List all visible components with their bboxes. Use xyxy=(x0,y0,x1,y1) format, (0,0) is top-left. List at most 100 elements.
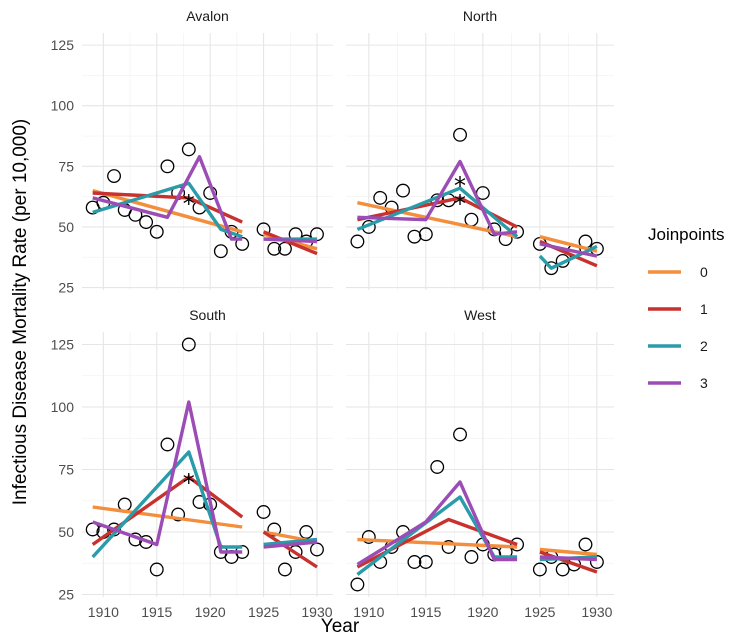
data-point xyxy=(544,261,559,276)
legend-label: 1 xyxy=(700,301,708,317)
fit-line-joinpoints-1 xyxy=(262,530,318,569)
data-point xyxy=(277,562,292,577)
data-point xyxy=(441,540,456,554)
legend-label: 3 xyxy=(700,375,708,391)
data-point xyxy=(181,337,196,352)
data-point xyxy=(430,460,445,474)
x-tick-label: 1925 xyxy=(248,604,279,620)
data-point xyxy=(267,241,282,256)
panel-title: West xyxy=(464,307,496,323)
data-point xyxy=(418,555,433,569)
data-point xyxy=(350,234,365,249)
data-point xyxy=(160,437,175,452)
x-tick-label: 1930 xyxy=(581,604,612,620)
y-tick-label: 50 xyxy=(58,219,74,235)
fit-line-joinpoints-3 xyxy=(263,237,318,244)
panel-background xyxy=(82,33,333,290)
fit-line-joinpoints-2 xyxy=(263,537,318,547)
data-point xyxy=(139,215,154,230)
fit-line-joinpoints-3 xyxy=(92,155,243,241)
fit-line-joinpoints-2 xyxy=(92,181,243,239)
data-point xyxy=(418,227,433,242)
data-point xyxy=(464,550,479,564)
panel-title: South xyxy=(189,307,226,323)
fit-line-joinpoints-1 xyxy=(92,191,243,224)
panels: Avalon255075100125*North**South255075100… xyxy=(51,8,614,620)
data-point xyxy=(453,427,467,442)
data-point xyxy=(267,522,282,537)
legend-label: 0 xyxy=(700,264,708,280)
fit-line-joinpoints-1 xyxy=(539,550,598,574)
data-point xyxy=(453,127,467,142)
data-point xyxy=(589,555,604,569)
x-tick-label: 1930 xyxy=(301,604,332,620)
joinpoint-star: * xyxy=(454,190,466,218)
data-point xyxy=(373,190,388,205)
joinpoint-star: * xyxy=(454,172,466,200)
fit-line-joinpoints-3 xyxy=(357,159,518,236)
fit-line-joinpoints-0 xyxy=(539,547,598,557)
x-tick-label: 1920 xyxy=(195,604,226,620)
data-point xyxy=(181,142,196,157)
data-point xyxy=(277,241,292,256)
panel-background xyxy=(82,332,333,597)
y-tick-label: 50 xyxy=(58,524,74,540)
panel-north: North ** xyxy=(346,8,614,290)
x-tick-label: 1915 xyxy=(410,604,441,620)
y-tick-label: 75 xyxy=(58,158,74,174)
data-point xyxy=(361,530,376,544)
y-tick-label: 125 xyxy=(51,337,75,353)
fit-line-joinpoints-0 xyxy=(92,505,243,529)
y-tick-label: 25 xyxy=(58,587,74,603)
y-tick-label: 125 xyxy=(51,37,75,53)
data-point xyxy=(149,562,164,577)
legend-title: Joinpoints xyxy=(648,225,725,244)
panel-avalon: Avalon 25 50 75 100 125 * xyxy=(51,8,333,296)
data-point xyxy=(160,159,175,174)
fit-line-joinpoints-2 xyxy=(356,495,518,576)
panel-south: South 25 50 75 100 125 1910 1915 1920 1925 1930 * xyxy=(51,307,333,620)
data-point xyxy=(256,505,271,519)
fit-line-joinpoints-3 xyxy=(92,400,243,554)
fit-line-joinpoints-3 xyxy=(539,242,598,258)
legend-label: 2 xyxy=(700,338,708,354)
fit-line-joinpoints-2 xyxy=(356,186,519,238)
x-tick-label: 1910 xyxy=(353,604,384,620)
fit-line-joinpoints-3 xyxy=(356,480,518,566)
joinpoint-star: * xyxy=(183,469,195,497)
panel-west: West 1910 1915 1920 1925 1930 xyxy=(346,307,614,620)
fit-line-joinpoints-0 xyxy=(357,201,518,239)
x-tick-label: 1915 xyxy=(141,604,172,620)
data-point xyxy=(532,562,547,577)
data-point xyxy=(407,555,422,569)
data-point xyxy=(213,244,228,259)
x-tick-label: 1920 xyxy=(467,604,498,620)
y-tick-label: 100 xyxy=(51,98,75,114)
joinpoint-star: * xyxy=(183,190,195,218)
y-tick-label: 100 xyxy=(51,399,75,415)
data-point xyxy=(171,507,186,522)
y-tick-label: 75 xyxy=(58,462,74,478)
data-point xyxy=(578,537,593,552)
data-point xyxy=(555,562,570,577)
y-tick-label: 25 xyxy=(58,280,74,296)
data-point xyxy=(510,537,525,552)
y-axis-title: Infectious Disease Mortality Rate (per 1… xyxy=(10,119,31,506)
data-point xyxy=(396,183,410,198)
x-tick-label: 1910 xyxy=(88,604,119,620)
fit-line-joinpoints-0 xyxy=(539,235,598,253)
fit-line-joinpoints-3 xyxy=(263,540,318,549)
fit-line-joinpoints-3 xyxy=(539,555,597,562)
legend: 0 1 2 3 xyxy=(648,264,708,391)
fit-line-joinpoints-2 xyxy=(91,450,243,559)
x-axis-title: Year xyxy=(321,616,360,637)
fit-line-joinpoints-1 xyxy=(262,230,318,256)
data-point xyxy=(350,577,365,592)
panel-title: North xyxy=(463,8,497,24)
data-point xyxy=(407,229,422,244)
data-point xyxy=(149,224,164,239)
data-point xyxy=(235,236,250,251)
x-tick-label: 1925 xyxy=(524,604,555,620)
data-point xyxy=(107,169,121,183)
